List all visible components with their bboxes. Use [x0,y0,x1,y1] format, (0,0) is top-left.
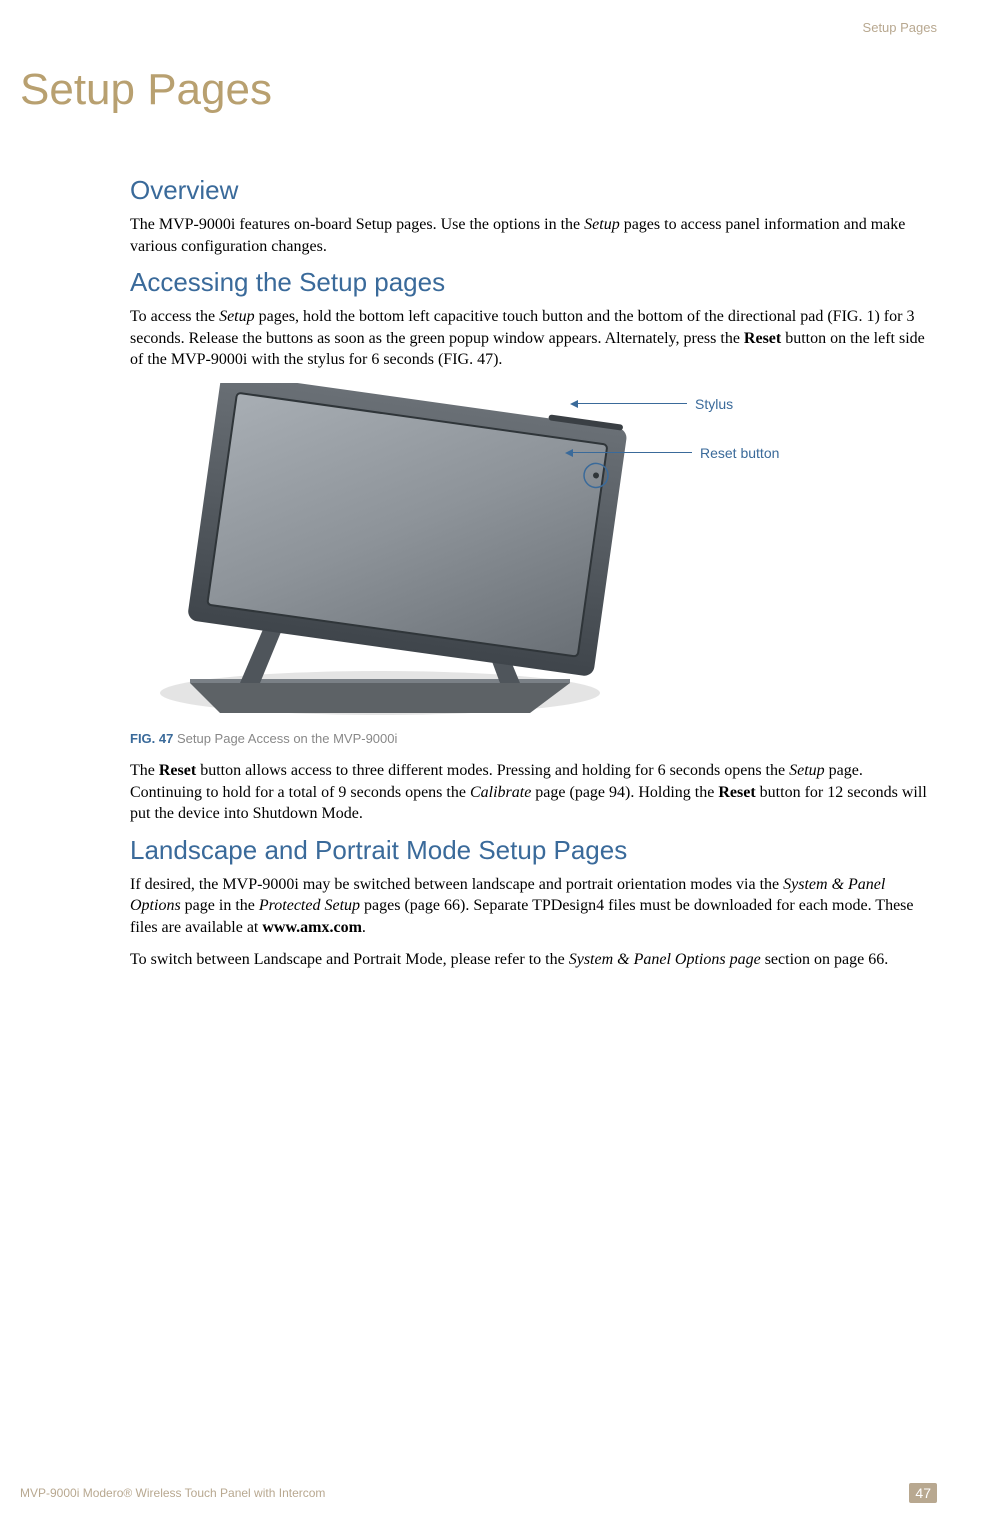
accessing-paragraph: To access the Setup pages, hold the bott… [130,306,937,371]
overview-paragraph: The MVP-9000i features on-board Setup pa… [130,214,937,257]
figure-caption: FIG. 47 Setup Page Access on the MVP-900… [130,731,937,746]
text-run: button allows access to three different … [196,762,789,779]
text-bold: www.amx.com [262,919,362,936]
text-bold: Reset [718,784,755,801]
text-run: page (page 94). Holding the [531,784,718,801]
text-italic: Setup [584,216,620,233]
callout-label: Stylus [695,396,733,412]
device-illustration [130,383,630,723]
text-run: section on page 66. [761,951,889,968]
text-bold: Reset [744,330,781,347]
landscape-heading: Landscape and Portrait Mode Setup Pages [130,835,937,866]
text-italic: Protected Setup [259,897,360,914]
text-run: To switch between Landscape and Portrait… [130,951,569,968]
callout-label: Reset button [700,445,779,461]
text-bold: Reset [159,762,196,779]
content-area: Overview The MVP-9000i features on-board… [130,175,937,970]
running-head: Setup Pages [20,20,937,35]
figure-47: Stylus Reset button [130,383,937,723]
text-run: The MVP-9000i features on-board Setup pa… [130,216,584,233]
text-italic: Setup [219,308,255,325]
reset-paragraph: The Reset button allows access to three … [130,760,937,825]
callout-line [577,403,687,404]
text-italic: System & Panel Options page [569,951,761,968]
text-italic: Setup [789,762,825,779]
text-run: . [362,919,366,936]
page-number: 47 [909,1483,937,1503]
text-run: The [130,762,159,779]
text-run: If desired, the MVP-9000i may be switche… [130,876,783,893]
footer-product: MVP-9000i Modero® Wireless Touch Panel w… [20,1486,325,1500]
figure-caption-text: Setup Page Access on the MVP-9000i [173,731,397,746]
page-footer: MVP-9000i Modero® Wireless Touch Panel w… [20,1483,937,1503]
callout-stylus: Stylus [570,396,733,412]
callout-line [572,452,692,453]
chapter-title: Setup Pages [20,65,937,115]
landscape-paragraph-2: To switch between Landscape and Portrait… [130,949,937,971]
figure-label: FIG. 47 [130,731,173,746]
text-italic: Calibrate [470,784,531,801]
text-run: page in the [181,897,259,914]
text-run: To access the [130,308,219,325]
landscape-paragraph-1: If desired, the MVP-9000i may be switche… [130,874,937,939]
overview-heading: Overview [130,175,937,206]
callout-reset: Reset button [565,445,779,461]
accessing-heading: Accessing the Setup pages [130,267,937,298]
